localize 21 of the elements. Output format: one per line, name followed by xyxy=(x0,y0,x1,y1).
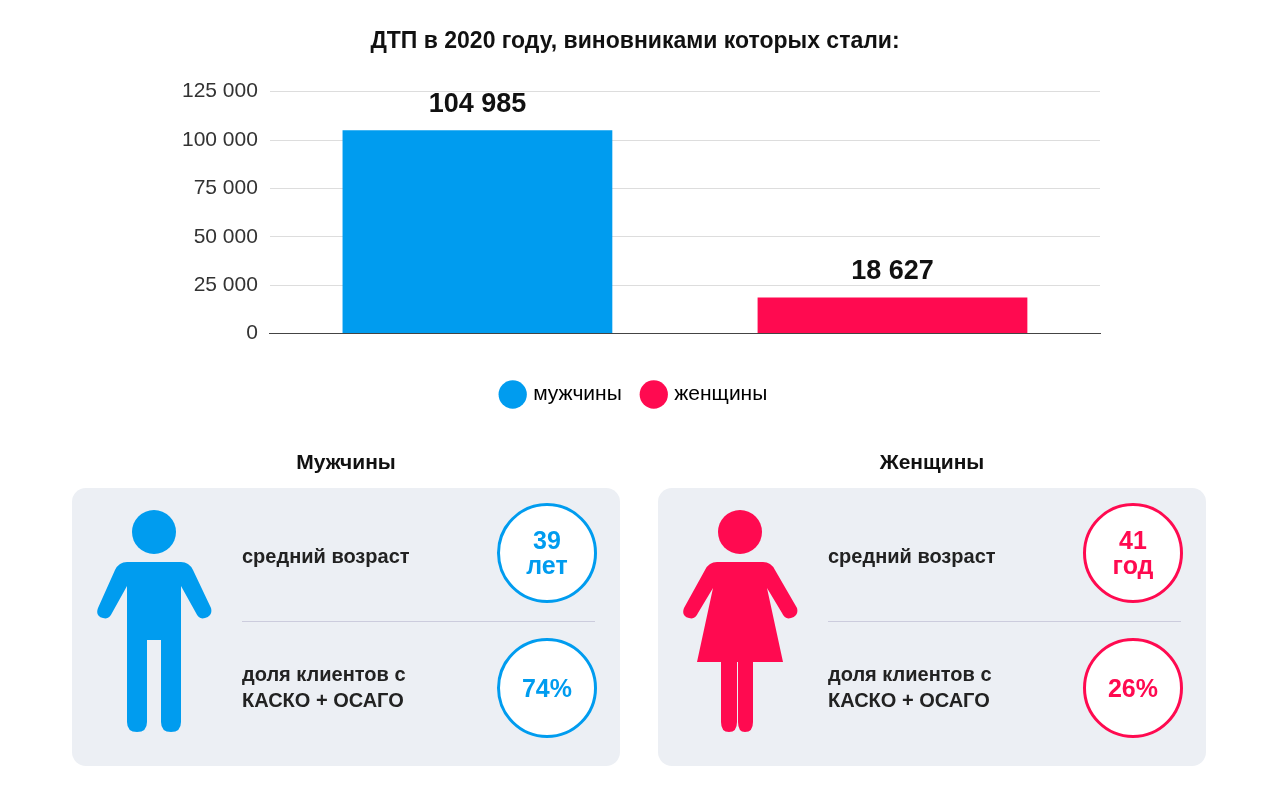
legend-label: мужчины xyxy=(533,381,622,405)
legend-label: женщины xyxy=(674,381,768,405)
text: 39 лет xyxy=(497,503,597,603)
text: средний возраст xyxy=(828,544,997,569)
data-label: 18 627 xyxy=(851,255,934,286)
text: доля клиентов с КАСКО + ОСАГО xyxy=(242,662,407,713)
y-tick-label: 25 000 xyxy=(193,272,258,295)
y-tick-label: 50 000 xyxy=(193,223,258,247)
y-tick-label: 125 000 xyxy=(181,78,258,102)
y-tick-label: 100 000 xyxy=(181,126,258,150)
y-tick-label: 0 xyxy=(246,320,258,344)
text: Женщины xyxy=(878,450,986,475)
chart-title: ДТП в 2020 году, виновниками которых стали: xyxy=(370,27,900,54)
text: доля клиентов с КАСКО + ОСАГО xyxy=(828,662,993,713)
text: 41 год xyxy=(1083,503,1183,603)
text: 26% xyxy=(1083,638,1183,738)
text: средний возраст xyxy=(242,544,411,569)
y-tick-label: 75 000 xyxy=(193,175,258,199)
text: Мужчины xyxy=(295,450,397,475)
data-label: 104 985 xyxy=(428,88,527,119)
text: 74% xyxy=(497,638,597,738)
